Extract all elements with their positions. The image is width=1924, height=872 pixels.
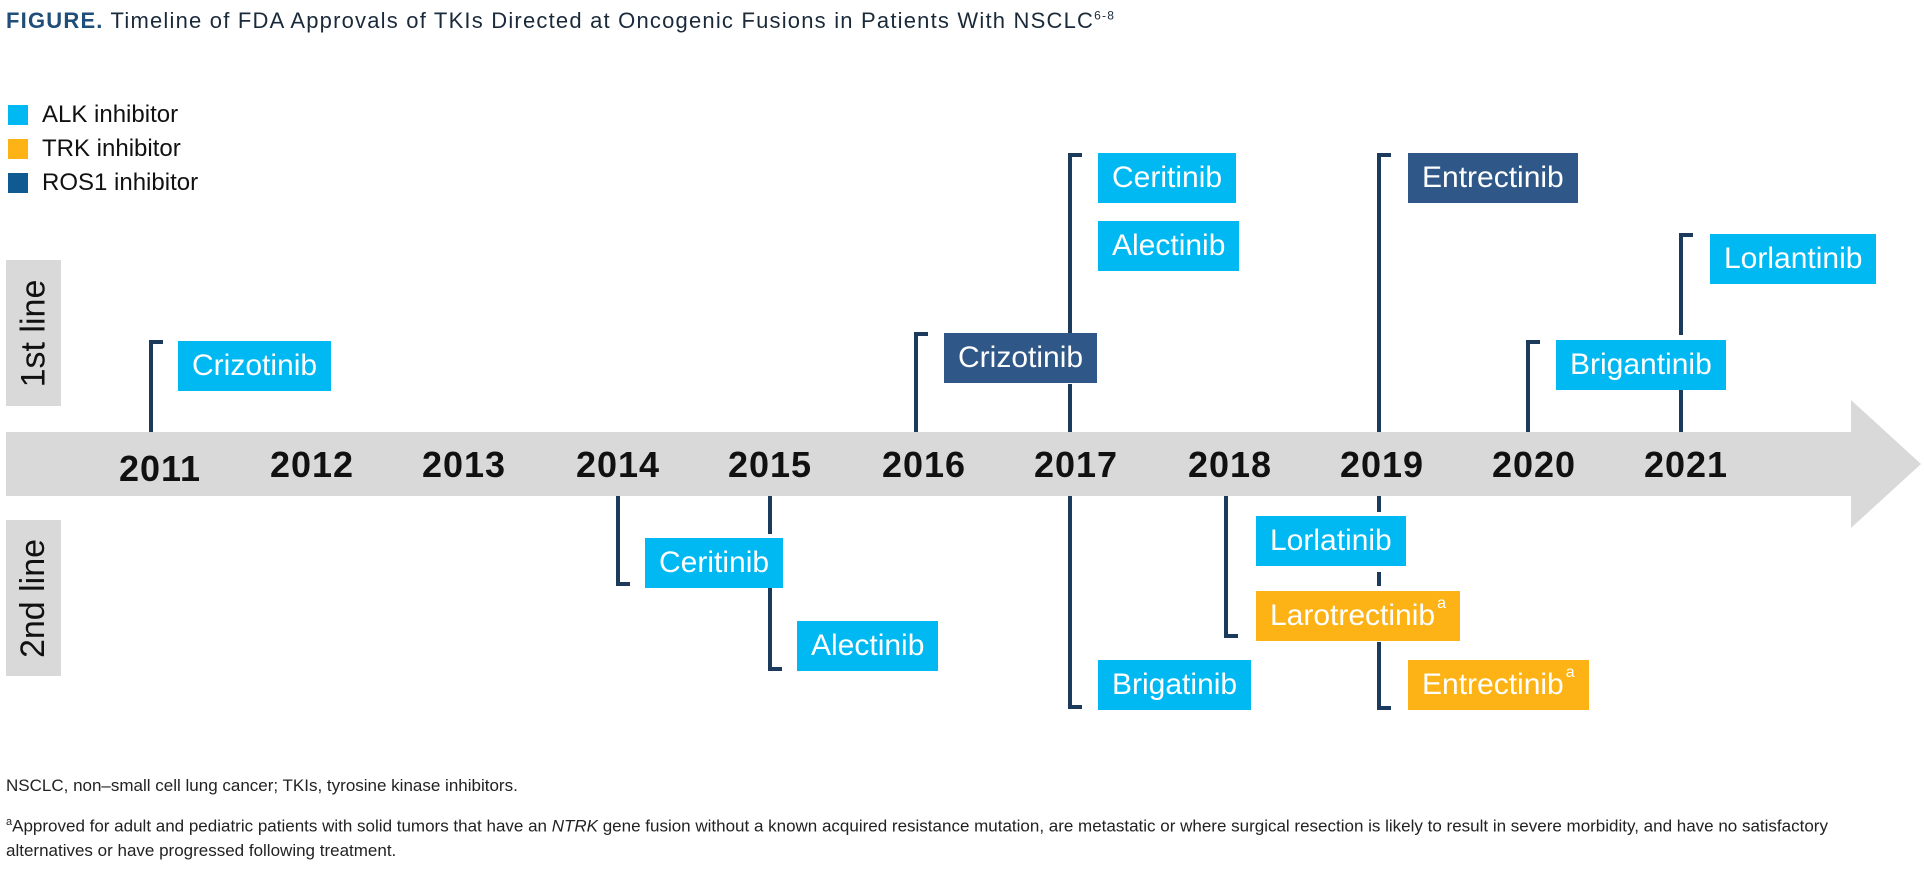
footnote-ntrk: NTRK (551, 816, 598, 836)
connector-2018-second (1224, 496, 1238, 638)
year-2020: 2020 (1491, 444, 1577, 485)
connector-2019-first (1377, 153, 1391, 432)
first-line-label-text: 1st line (14, 279, 53, 387)
connector-2017-first-top (1068, 153, 1082, 333)
legend-item-ros1: ROS1 inhibitor (8, 166, 198, 200)
footnote-mark: a (6, 816, 13, 828)
drug-larotrectinib-name: Larotrectinib (1270, 599, 1436, 632)
legend: ALK inhibitor TRK inhibitor ROS1 inhibit… (8, 98, 198, 200)
drug-ceritinib-2014-second: Ceritinib (645, 538, 784, 588)
legend-label-ros1: ROS1 inhibitor (42, 169, 199, 196)
footnote-abbreviations: NSCLC, non–small cell lung cancer; TKIs,… (6, 776, 518, 795)
first-line-label: 1st line (6, 260, 61, 406)
year-2014: 2014 (575, 444, 661, 485)
legend-label-trk: TRK inhibitor (42, 135, 181, 162)
figure-title-text: Timeline of FDA Approvals of TKIs Direct… (110, 8, 1095, 33)
legend-item-alk: ALK inhibitor (8, 98, 198, 132)
year-2011: 2011 (118, 448, 202, 489)
timeline-arrow-head (1851, 400, 1921, 528)
drug-entrectinib-footnote-mark: a (1565, 664, 1575, 681)
drug-lorlantinib-2021-first: Lorlantinib (1710, 234, 1877, 284)
figure-label: FIGURE. (6, 8, 104, 33)
year-2018: 2018 (1187, 444, 1273, 485)
connector-2011-first (149, 340, 163, 432)
connector-2015-second-top (768, 496, 772, 534)
connector-2019-second-top (1377, 496, 1381, 512)
year-2013: 2013 (421, 444, 507, 485)
drug-entrectinib-2019-first: Entrectinib (1408, 153, 1578, 203)
drug-larotrectinib-footnote-mark: a (1437, 595, 1446, 612)
second-line-label-text: 2nd line (14, 538, 53, 658)
drug-brigatinib-2017-second: Brigatinib (1098, 660, 1252, 710)
drug-lorlatinib-2018-second: Lorlatinib (1256, 516, 1406, 566)
legend-swatch-ros1 (8, 173, 28, 193)
footnote-text-start: Approved for adult and pediatric patient… (12, 816, 552, 836)
connector-2019-second-bottom (1377, 642, 1391, 710)
figure-title: FIGURE. Timeline of FDA Approvals of TKI… (6, 8, 1115, 34)
legend-swatch-trk (8, 139, 28, 159)
year-2016: 2016 (881, 444, 967, 485)
drug-entrectinib-name: Entrectinib (1422, 668, 1564, 701)
connector-2021-first-bottom (1679, 390, 1683, 432)
connector-2015-second-bottom (768, 588, 782, 671)
year-2015: 2015 (727, 444, 813, 485)
drug-crizotinib-2016-first: Crizotinib (944, 333, 1098, 383)
legend-swatch-alk (8, 105, 28, 125)
drug-larotrectinib-2018-second: Larotrectinib a (1256, 591, 1460, 641)
connector-2020-first (1526, 340, 1540, 432)
timeline-band (6, 432, 1851, 496)
drug-alectinib-2017-first: Alectinib (1098, 221, 1240, 271)
connector-2021-first-top (1679, 233, 1693, 335)
year-2019: 2019 (1339, 444, 1425, 485)
drug-ceritinib-2017-first: Ceritinib (1098, 153, 1237, 203)
year-2017: 2017 (1033, 444, 1119, 485)
connector-2014-second (616, 496, 630, 586)
legend-item-trk: TRK inhibitor (8, 132, 198, 166)
year-2021: 2021 (1643, 444, 1729, 485)
figure-title-reference: 6-8 (1094, 8, 1116, 23)
drug-brigantinib-2020-first: Brigantinib (1556, 340, 1726, 390)
connector-2019-second-mid (1377, 572, 1381, 586)
drug-crizotinib-2011-first: Crizotinib (178, 341, 332, 391)
second-line-label: 2nd line (6, 520, 61, 676)
drug-entrectinib-2019-second: Entrectinib a (1408, 660, 1589, 710)
legend-label-alk: ALK inhibitor (42, 101, 179, 128)
connector-2017-first-bottom (1068, 384, 1072, 432)
connector-2017-second (1068, 496, 1082, 709)
connector-2016-first (914, 332, 928, 432)
footnote-text-end: gene fusion without a known acquired res… (6, 816, 1828, 860)
footnote-approval-note: aApproved for adult and pediatric patien… (6, 810, 1906, 863)
drug-alectinib-2015-second: Alectinib (797, 621, 939, 671)
year-2012: 2012 (269, 444, 355, 485)
